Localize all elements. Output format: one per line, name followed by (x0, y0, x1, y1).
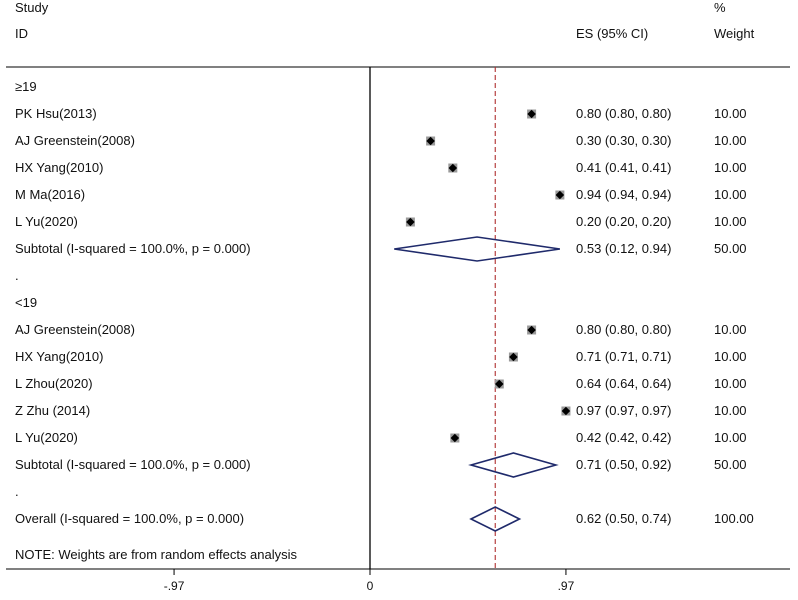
study-point-marker (450, 433, 460, 443)
group-label: ≥19 (15, 79, 37, 94)
subtotal-weight: 50.00 (714, 457, 747, 472)
study-weight: 10.00 (714, 106, 747, 121)
es-header: ES (95% CI) (576, 26, 649, 41)
study-header: Study (15, 0, 49, 15)
study-es-ci: 0.94 (0.94, 0.94) (576, 187, 672, 202)
study-weight: 10.00 (714, 133, 747, 148)
subtotal-diamond (468, 452, 559, 478)
study-name: HX Yang(2010) (15, 160, 104, 175)
study-point-marker (426, 136, 435, 146)
study-weight: 10.00 (714, 376, 747, 391)
study-point-marker (561, 406, 571, 416)
study-point-marker (509, 352, 518, 362)
x-tick-label: -.97 (163, 579, 185, 593)
percent-header: % (714, 0, 726, 15)
study-name: HX Yang(2010) (15, 349, 104, 364)
study-point-marker (527, 325, 536, 335)
study-es-ci: 0.80 (0.80, 0.80) (576, 106, 672, 121)
study-name: L Yu(2020) (15, 430, 78, 445)
study-weight: 10.00 (714, 349, 747, 364)
subtotal-label: Subtotal (I-squared = 100.0%, p = 0.000) (15, 457, 251, 472)
study-name: AJ Greenstein(2008) (15, 322, 135, 337)
overall-weight: 100.00 (714, 511, 754, 526)
study-name: M Ma(2016) (15, 187, 86, 202)
subtotal-es-ci: 0.71 (0.50, 0.92) (576, 457, 672, 472)
study-es-ci: 0.20 (0.20, 0.20) (576, 214, 672, 229)
overall-diamond (469, 506, 522, 532)
subtotal-es-ci: 0.53 (0.12, 0.94) (576, 241, 672, 256)
overall-label: Overall (I-squared = 100.0%, p = 0.000) (15, 511, 245, 526)
study-es-ci: 0.64 (0.64, 0.64) (576, 376, 672, 391)
x-tick-label: .97 (557, 579, 575, 593)
study-weight: 10.00 (714, 160, 747, 175)
study-weight: 10.00 (714, 187, 747, 202)
study-point-marker (406, 217, 415, 227)
x-tick-label: 0 (366, 579, 374, 593)
weight-header: Weight (714, 26, 755, 41)
group-label: <19 (15, 295, 38, 310)
study-es-ci: 0.41 (0.41, 0.41) (576, 160, 672, 175)
overall-es-ci: 0.62 (0.50, 0.74) (576, 511, 672, 526)
study-name: PK Hsu(2013) (15, 106, 97, 121)
group-separator: . (15, 484, 19, 499)
subtotal-diamond (394, 236, 560, 262)
subtotal-weight: 50.00 (714, 241, 747, 256)
study-name: L Yu(2020) (15, 214, 78, 229)
study-point-marker (495, 379, 504, 389)
weights-note: NOTE: Weights are from random effects an… (15, 547, 298, 562)
id-header: ID (15, 26, 28, 41)
study-weight: 10.00 (714, 403, 747, 418)
study-name: Z Zhu (2014) (15, 403, 91, 418)
study-name: AJ Greenstein(2008) (15, 133, 135, 148)
study-point-marker (448, 163, 458, 173)
study-weight: 10.00 (714, 214, 747, 229)
study-es-ci: 0.80 (0.80, 0.80) (576, 322, 672, 337)
study-es-ci: 0.71 (0.71, 0.71) (576, 349, 672, 364)
study-es-ci: 0.97 (0.97, 0.97) (576, 403, 672, 418)
study-weight: 10.00 (714, 322, 747, 337)
study-name: L Zhou(2020) (15, 376, 93, 391)
study-weight: 10.00 (714, 430, 747, 445)
subtotal-label: Subtotal (I-squared = 100.0%, p = 0.000) (15, 241, 251, 256)
group-separator: . (15, 268, 19, 283)
study-es-ci: 0.30 (0.30, 0.30) (576, 133, 672, 148)
study-es-ci: 0.42 (0.42, 0.42) (576, 430, 672, 445)
